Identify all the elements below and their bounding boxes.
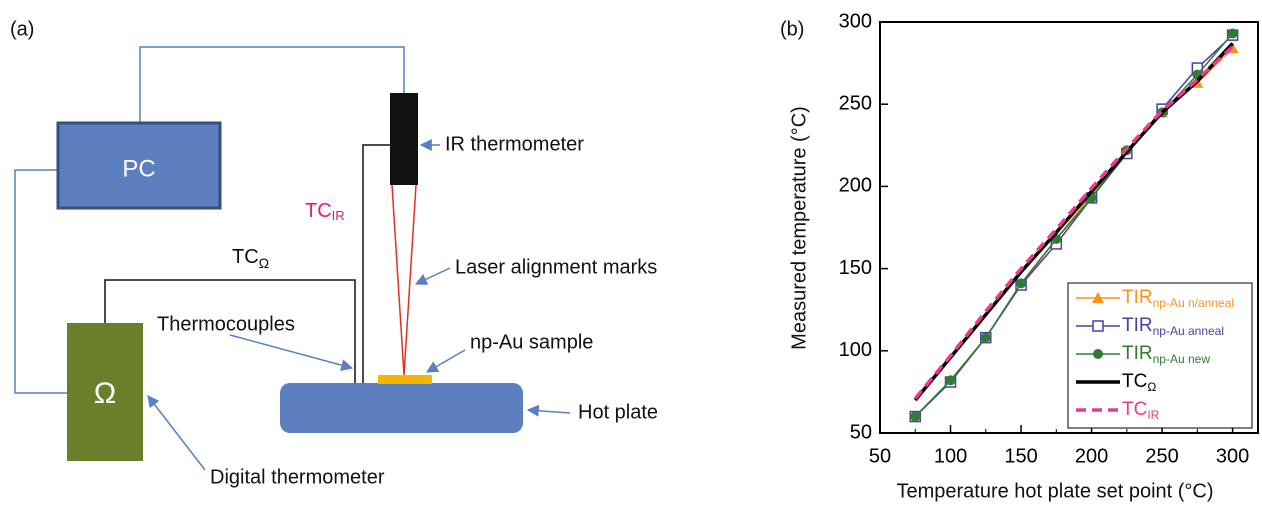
label: TCIR	[305, 200, 345, 223]
arrow	[528, 410, 570, 413]
label-sub: IR	[332, 208, 345, 223]
label-main: TC	[232, 246, 259, 268]
legend-label-sub: Ω	[1147, 380, 1156, 394]
x-tick-label: 300	[1216, 445, 1249, 467]
figure: (a) PC Ω IR thermometer TCIR TCΩ Laser a…	[0, 0, 1262, 504]
arrow	[230, 335, 352, 368]
y-tick-label: 250	[839, 92, 872, 114]
arrow	[427, 350, 465, 372]
legend-label-main: TC	[1122, 371, 1147, 392]
label-sub: Ω	[259, 255, 269, 271]
thermocouple-wire	[363, 145, 390, 383]
label: Digital thermometer	[210, 466, 385, 488]
label: np-Au sample	[470, 331, 593, 353]
y-tick-label: 200	[839, 175, 872, 197]
x-tick-label: 150	[1004, 445, 1037, 467]
label: IR thermometer	[445, 133, 584, 155]
legend-label-sub: np-Au n/anneal	[1153, 296, 1234, 310]
label: Hot plate	[578, 401, 658, 423]
x-tick-label: 250	[1145, 445, 1178, 467]
legend-marker	[1093, 321, 1103, 331]
label: Thermocouples	[157, 313, 295, 335]
sample	[378, 375, 432, 384]
diagram: (a) PC Ω IR thermometer TCIR TCΩ Laser a…	[10, 18, 658, 488]
legend-label-main: TC	[1122, 399, 1147, 420]
x-axis-title: Temperature hot plate set point (°C)	[896, 480, 1213, 502]
label-main: TC	[305, 200, 332, 222]
marker	[1016, 278, 1026, 288]
legend-marker	[1093, 349, 1103, 359]
legend-label-main: TIR	[1122, 343, 1153, 364]
cable	[140, 47, 404, 123]
legend-label-sub: np-Au anneal	[1153, 324, 1224, 338]
panel-label: (b)	[780, 18, 804, 40]
chart: (b) Temperature hot plate set point (°C)…	[780, 10, 1258, 502]
y-tick-label: 50	[850, 421, 872, 443]
arrow	[416, 268, 450, 284]
y-axis-title: Measured temperature (°C)	[788, 106, 810, 350]
marker	[981, 333, 991, 343]
marker	[1228, 29, 1238, 39]
legend-label-main: TIR	[1122, 315, 1153, 336]
arrow	[148, 396, 205, 470]
legend-label-main: TIR	[1122, 287, 1153, 308]
marker	[946, 375, 956, 385]
x-tick-label: 50	[869, 445, 891, 467]
marker	[910, 412, 920, 422]
y-tick-label: 300	[839, 10, 872, 32]
hot-plate	[280, 383, 523, 433]
legend-label-sub: np-Au new	[1153, 352, 1211, 366]
pc-label: PC	[122, 155, 155, 182]
x-tick-label: 100	[934, 445, 967, 467]
label: Laser alignment marks	[455, 256, 657, 278]
y-tick-label: 150	[839, 257, 872, 279]
label: TCΩ	[232, 246, 269, 270]
ir-thermometer	[390, 93, 418, 185]
legend-label-sub: IR	[1147, 408, 1159, 422]
y-tick-label: 100	[839, 339, 872, 361]
x-tick-label: 200	[1075, 445, 1108, 467]
panel-label: (a)	[10, 18, 34, 40]
laser-marks	[392, 185, 416, 375]
meter-label: Ω	[94, 377, 116, 410]
